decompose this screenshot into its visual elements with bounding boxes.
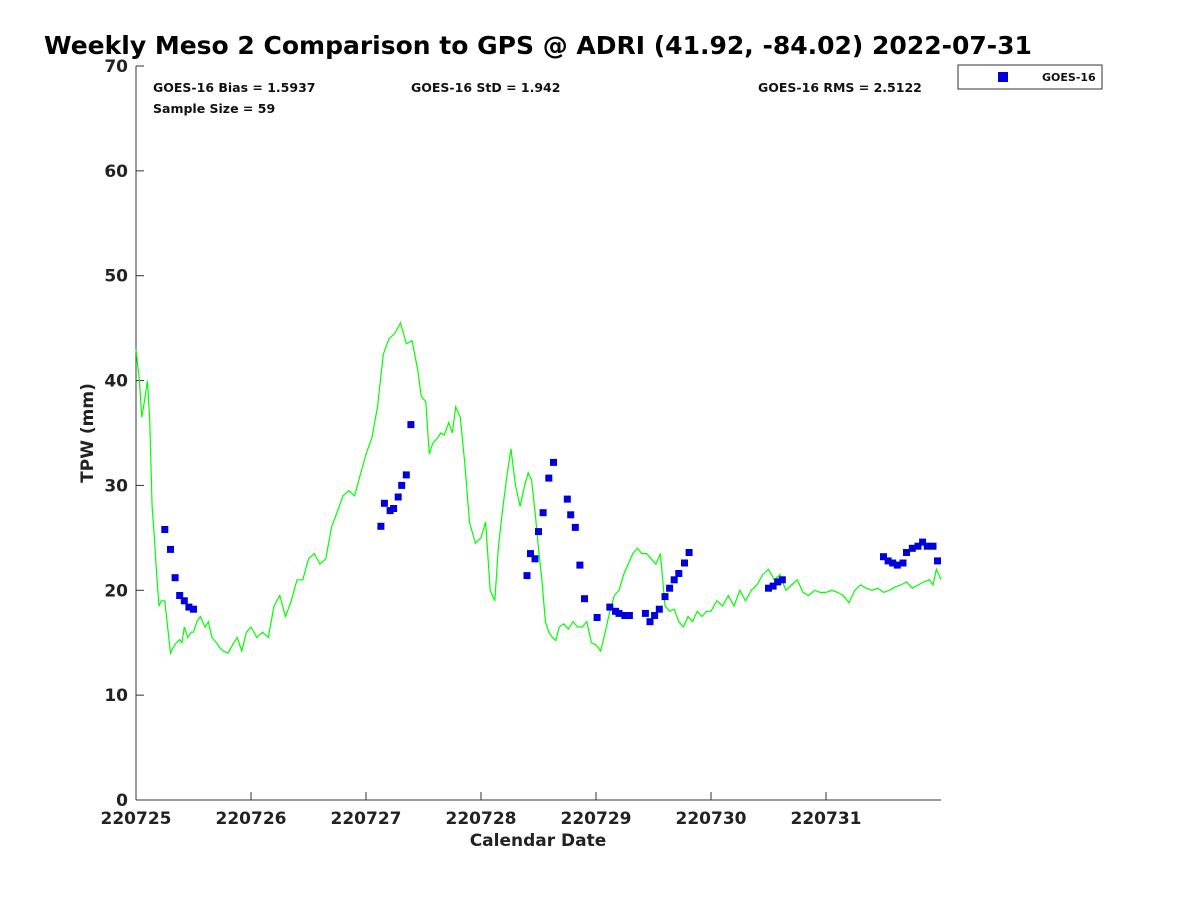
x-axis-label: Calendar Date — [470, 831, 607, 851]
goes16-point — [615, 609, 623, 617]
goes16-point — [908, 544, 916, 552]
rms-stat: GOES-16 RMS = 2.5122 — [758, 80, 922, 95]
goes16-point — [527, 550, 534, 558]
goes16-point — [661, 593, 669, 601]
gps-line — [135, 321, 942, 656]
goes16-point — [884, 557, 892, 565]
y-tick-label: 50 — [104, 267, 128, 287]
goes16-point — [880, 553, 887, 561]
goes16-point — [390, 505, 398, 512]
goes16-point — [185, 603, 193, 611]
goes16-point — [190, 605, 197, 613]
legend-marker-goes16 — [998, 72, 1008, 82]
goes16-point — [606, 603, 614, 611]
goes16-point — [675, 570, 683, 577]
std-stat: GOES-16 StD = 1.942 — [411, 80, 560, 95]
y-tick-label: 60 — [104, 162, 128, 182]
goes16-point — [563, 495, 571, 503]
legend: GOES-16 — [957, 64, 1103, 90]
y-tick-label: 20 — [104, 581, 128, 601]
goes16-point — [685, 549, 693, 556]
goes16-point — [646, 618, 654, 626]
goes16-point — [581, 595, 588, 603]
goes16-point — [889, 559, 897, 567]
y-tick-label: 70 — [104, 57, 128, 77]
y-tick-label: 30 — [104, 476, 128, 496]
y-tick-label: 10 — [104, 686, 128, 706]
goes16-point — [903, 549, 910, 556]
goes16-point — [545, 474, 553, 482]
x-tick-label: 220731 — [791, 809, 862, 829]
goes16-point — [893, 561, 901, 569]
goes16-point — [523, 572, 531, 580]
goes16-point — [180, 597, 188, 605]
goes16-point — [167, 545, 174, 553]
x-tick-label: 220729 — [561, 809, 632, 829]
goes16-point — [774, 578, 782, 586]
goes16-point — [778, 576, 786, 584]
goes16-point — [161, 526, 169, 533]
goes16-point — [666, 584, 674, 592]
x-tick-label: 220727 — [331, 809, 402, 829]
goes16-scatter-series — [161, 421, 941, 626]
y-axis-ticks: 0 10 20 30 40 50 60 70 — [104, 57, 144, 811]
goes16-point — [407, 421, 415, 429]
x-tick-label: 220728 — [446, 809, 517, 829]
goes16-point — [593, 614, 601, 621]
legend-box — [957, 64, 1103, 90]
goes16-point — [380, 499, 388, 507]
goes16-point — [655, 605, 663, 613]
goes16-point — [934, 557, 941, 565]
goes16-point — [539, 509, 547, 517]
goes16-point — [670, 576, 678, 584]
goes16-point — [641, 609, 649, 617]
bias-stat: GOES-16 Bias = 1.5937 — [153, 80, 315, 95]
x-tick-label: 220730 — [676, 809, 747, 829]
y-tick-label: 0 — [116, 791, 128, 811]
goes16-point — [919, 538, 927, 546]
goes16-point — [176, 592, 184, 599]
y-axis-label: TPW (mm) — [78, 383, 98, 483]
goes16-point — [394, 493, 402, 501]
goes16-point — [929, 542, 937, 550]
goes16-point — [377, 522, 385, 530]
legend-label-goes16: GOES-16 — [1042, 71, 1096, 84]
goes16-point — [576, 561, 584, 569]
goes16-point — [571, 523, 579, 531]
goes16-point — [681, 559, 688, 567]
goes16-point — [765, 584, 772, 592]
goes16-point — [651, 612, 659, 619]
goes16-point — [923, 542, 931, 550]
goes16-point — [621, 612, 629, 619]
goes16-point — [398, 481, 406, 489]
goes16-point — [535, 528, 542, 536]
goes16-point — [171, 574, 179, 582]
axes — [135, 66, 941, 801]
goes16-point — [625, 612, 633, 619]
gps-line-series — [135, 321, 942, 656]
goes16-point — [899, 559, 907, 567]
y-tick-label: 40 — [104, 372, 128, 392]
goes16-point — [531, 555, 539, 563]
goes16-point — [914, 542, 922, 550]
x-axis-ticks: 220725 220726 220727 220728 220729 220730 2207… — [101, 792, 862, 829]
goes16-point — [567, 511, 575, 519]
x-tick-label: 220725 — [101, 809, 172, 829]
goes16-point — [402, 471, 410, 479]
goes16-point — [550, 458, 557, 466]
chart-title: Weekly Meso 2 Comparison to GPS @ ADRI (… — [44, 31, 1032, 60]
sample-size-stat: Sample Size = 59 — [153, 101, 275, 116]
goes16-point — [769, 582, 777, 590]
x-tick-label: 220726 — [216, 809, 287, 829]
